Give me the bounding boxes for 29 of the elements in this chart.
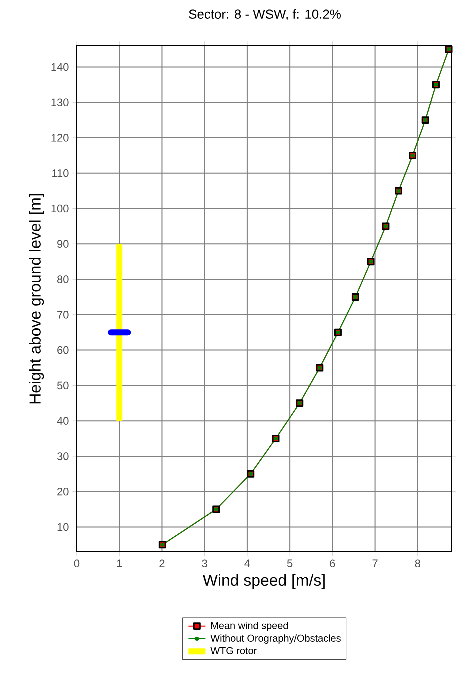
- y-tick-label: 30: [57, 452, 69, 460]
- x-axis-title: Wind speed [m/s]: [202, 574, 325, 590]
- y-tick-label: 110: [52, 170, 69, 178]
- y-tick-label: 90: [58, 240, 69, 248]
- x-tick-label: 3: [202, 560, 208, 568]
- y-tick-label: 40: [57, 417, 69, 425]
- y-tick-label: 60: [58, 346, 69, 354]
- y-tick-label: 130: [52, 98, 69, 106]
- x-tick-label: 5: [287, 560, 293, 568]
- y-tick-label: 20: [58, 488, 69, 496]
- y-tick-label: 80: [58, 276, 69, 284]
- chart-title: Sector: 8 - WSW, f: 10.2%: [189, 9, 341, 21]
- x-tick-label: 0: [74, 560, 80, 568]
- x-tick-label: 1: [117, 560, 122, 568]
- y-tick-label: 140: [52, 63, 69, 72]
- legend-label: Mean wind speed: [211, 622, 288, 632]
- x-tick-label: 7: [372, 560, 378, 568]
- x-tick-label: 8: [415, 560, 420, 568]
- x-tick-label: 2: [160, 560, 165, 568]
- legend-label: Without Orography/Obstacles: [210, 634, 341, 644]
- y-axis-title: Height above ground level [m]: [29, 194, 44, 404]
- y-tick-label: 120: [52, 134, 69, 142]
- x-tick-label: 4: [244, 560, 250, 568]
- y-tick-label: 10: [58, 523, 69, 532]
- y-tick-label: 70: [58, 311, 69, 319]
- y-tick-label: 100: [52, 204, 69, 213]
- x-tick-label: 6: [330, 560, 336, 568]
- y-tick-label: 50: [57, 382, 69, 390]
- legend-label: WTG rotor: [210, 647, 257, 654]
